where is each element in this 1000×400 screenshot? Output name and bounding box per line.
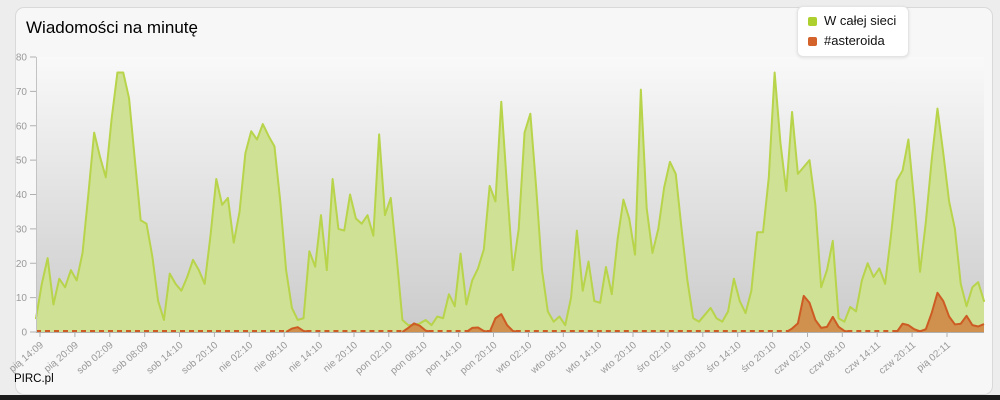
- legend-swatch-asteroida-icon: [808, 36, 817, 46]
- svg-text:pon 20:10: pon 20:10: [458, 340, 499, 377]
- svg-text:śro 14:10: śro 14:10: [705, 340, 744, 376]
- svg-text:wto 08:10: wto 08:10: [528, 340, 569, 377]
- svg-text:60: 60: [16, 121, 28, 132]
- svg-text:wto 02:10: wto 02:10: [493, 340, 534, 377]
- svg-text:0: 0: [21, 328, 27, 339]
- legend-label-asteroida: #asteroida: [824, 33, 885, 48]
- svg-text:wto 20:10: wto 20:10: [598, 340, 639, 377]
- legend-item-asteroida[interactable]: #asteroida: [808, 31, 896, 51]
- svg-text:czw 20:11: czw 20:11: [877, 340, 918, 377]
- svg-text:40: 40: [16, 190, 28, 201]
- svg-text:czw 14:11: czw 14:11: [842, 340, 883, 377]
- svg-text:pon 08:10: pon 08:10: [388, 340, 429, 377]
- legend-label-network: W całej sieci: [824, 13, 897, 28]
- svg-text:sob 02:09: sob 02:09: [75, 340, 116, 377]
- svg-text:pon 02:10: pon 02:10: [354, 340, 395, 377]
- svg-text:wto 14:10: wto 14:10: [563, 340, 604, 377]
- footer-bar: [0, 395, 1000, 400]
- svg-text:50: 50: [16, 156, 28, 167]
- svg-text:30: 30: [16, 224, 28, 235]
- svg-text:sob 20:10: sob 20:10: [180, 340, 221, 377]
- svg-text:czw 02:10: czw 02:10: [772, 340, 814, 378]
- svg-text:pią 14:09: pią 14:09: [7, 340, 46, 375]
- svg-text:nie 08:10: nie 08:10: [252, 340, 291, 375]
- svg-text:sob 14:10: sob 14:10: [145, 340, 186, 377]
- svg-text:śro 02:10: śro 02:10: [635, 340, 674, 376]
- svg-text:20: 20: [16, 259, 28, 270]
- chart-title: Wiadomości na minutę: [26, 18, 198, 37]
- svg-text:70: 70: [16, 87, 28, 98]
- svg-text:nie 02:10: nie 02:10: [217, 340, 256, 375]
- svg-text:10: 10: [16, 293, 28, 304]
- svg-text:śro 08:10: śro 08:10: [670, 340, 709, 376]
- svg-text:pon 14:10: pon 14:10: [423, 340, 464, 377]
- legend: W całej sieci #asteroida: [797, 6, 910, 57]
- svg-text:sob 08:09: sob 08:09: [110, 340, 151, 377]
- legend-swatch-network-icon: [808, 16, 817, 26]
- brand-text: PIRC.pl: [14, 373, 54, 385]
- svg-text:80: 80: [16, 53, 28, 64]
- svg-text:pią 02:11: pią 02:11: [915, 340, 953, 375]
- svg-text:czw 08:10: czw 08:10: [807, 340, 849, 378]
- svg-text:nie 14:10: nie 14:10: [286, 340, 325, 375]
- legend-item-network[interactable]: W całej sieci: [808, 11, 896, 31]
